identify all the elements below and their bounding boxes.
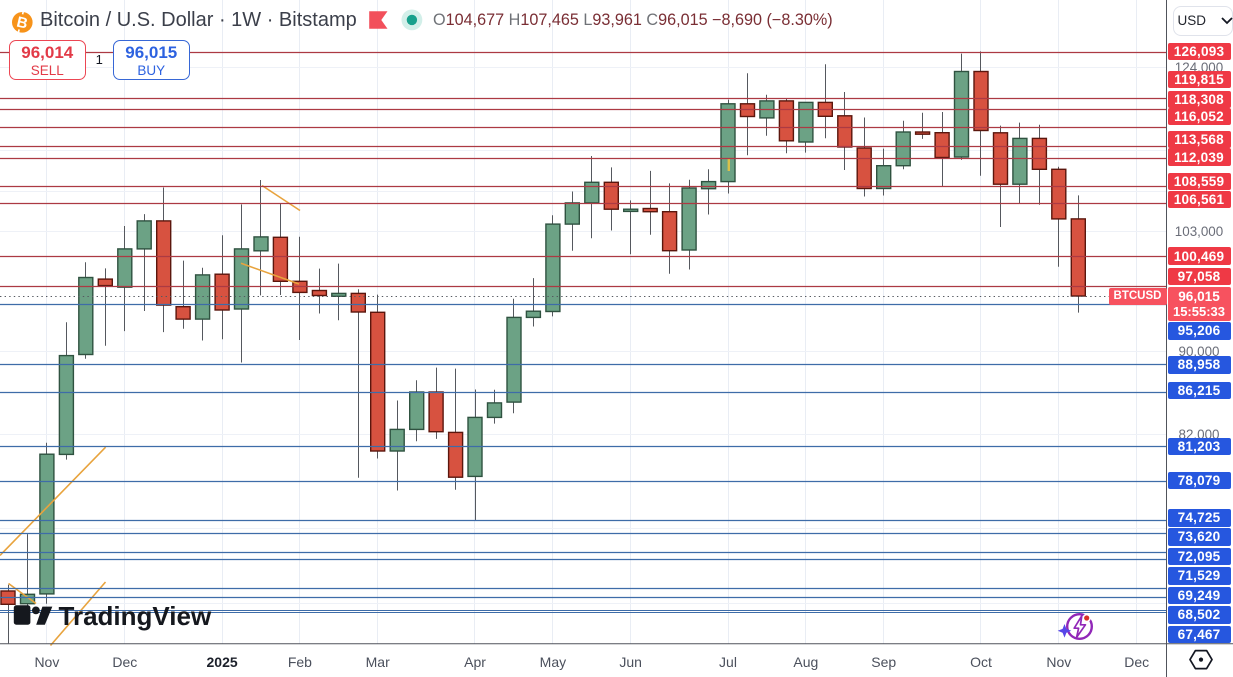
svg-text:TradingView: TradingView (59, 601, 212, 631)
svg-text:B: B (15, 14, 30, 33)
